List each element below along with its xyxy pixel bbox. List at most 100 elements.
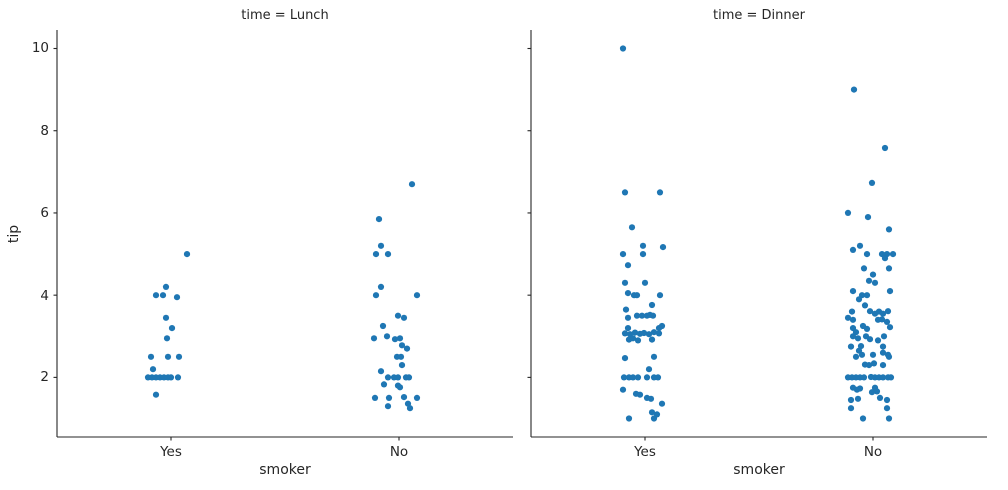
data-point: [847, 343, 855, 350]
data-point: [856, 385, 864, 392]
data-point: [629, 374, 637, 381]
data-point: [380, 381, 388, 388]
data-point: [396, 384, 404, 391]
data-point: [164, 353, 172, 360]
data-point: [849, 288, 857, 295]
data-point: [400, 394, 408, 401]
facet-title-dinner: time = Dinner: [713, 8, 805, 23]
data-point: [634, 374, 642, 381]
data-point: [863, 325, 871, 332]
data-point: [371, 394, 379, 401]
data-point: [398, 342, 406, 349]
data-point: [622, 306, 630, 313]
data-point: [619, 386, 627, 393]
data-point: [881, 255, 889, 262]
data-point: [648, 409, 656, 416]
data-point: [868, 389, 876, 396]
data-point: [879, 374, 887, 381]
data-point: [413, 292, 421, 299]
data-point: [854, 395, 862, 402]
data-point: [847, 396, 855, 404]
data-point: [869, 271, 877, 278]
data-point: [163, 335, 171, 342]
data-point: [643, 374, 651, 381]
data-point: [873, 388, 881, 395]
data-point: [654, 374, 662, 381]
data-point: [878, 316, 886, 323]
ytick-label-4: 4: [40, 288, 49, 304]
data-point: [624, 262, 632, 269]
data-point: [864, 214, 872, 221]
data-point: [848, 308, 856, 315]
data-point: [887, 374, 895, 381]
ytick-label-10: 10: [31, 40, 49, 56]
data-point: [413, 394, 421, 401]
data-point: [391, 336, 399, 343]
ytick-label-8: 8: [40, 123, 49, 139]
data-point: [883, 396, 891, 404]
data-point: [876, 394, 884, 401]
data-point: [174, 374, 182, 381]
data-point: [860, 374, 868, 381]
xtick-label-dinner-yes: Yes: [634, 444, 656, 460]
data-point: [869, 351, 877, 358]
data-point: [855, 296, 863, 303]
data-point: [168, 325, 176, 332]
data-point: [647, 395, 655, 402]
data-point: [849, 333, 857, 340]
data-point: [844, 209, 852, 216]
data-point: [147, 353, 155, 360]
data-point: [162, 283, 170, 290]
data-point: [874, 337, 882, 344]
data-point: [850, 86, 858, 93]
data-point: [624, 325, 632, 332]
data-point: [375, 216, 383, 223]
ytick-label-2: 2: [40, 369, 49, 385]
facet-title-lunch: time = Lunch: [241, 8, 329, 23]
ytick-label-6: 6: [40, 205, 49, 221]
data-point: [406, 405, 414, 412]
data-point: [880, 333, 888, 340]
data-point: [889, 251, 897, 258]
data-point: [655, 330, 663, 337]
data-point: [408, 181, 416, 188]
data-point: [372, 251, 380, 258]
data-point: [863, 251, 871, 258]
data-point: [175, 353, 183, 360]
data-point: [885, 265, 893, 272]
data-point: [621, 279, 629, 286]
data-point: [659, 244, 667, 251]
data-point: [403, 345, 411, 352]
data-point: [384, 251, 392, 258]
data-point: [854, 335, 862, 342]
data-point: [648, 301, 656, 309]
data-point: [625, 415, 633, 422]
data-point: [650, 329, 658, 336]
xtick-label-lunch-no: No: [389, 444, 409, 460]
data-point: [394, 374, 402, 381]
data-point: [858, 351, 866, 358]
data-point: [394, 312, 402, 319]
data-point: [377, 242, 385, 249]
data-point: [640, 329, 648, 337]
data-point: [620, 374, 628, 381]
data-point: [385, 394, 393, 401]
data-point: [405, 374, 413, 381]
data-point: [152, 391, 160, 398]
data-point: [650, 415, 658, 422]
data-point: [871, 279, 879, 286]
data-point: [159, 292, 167, 299]
data-point: [884, 308, 892, 315]
data-point: [624, 314, 632, 321]
data-point: [879, 349, 887, 356]
data-point: [377, 283, 385, 290]
data-point: [383, 333, 391, 340]
data-point: [886, 288, 894, 295]
data-point: [849, 246, 857, 253]
data-point: [636, 391, 644, 398]
data-point: [398, 362, 406, 369]
data-point: [400, 314, 408, 321]
data-point: [370, 335, 378, 342]
